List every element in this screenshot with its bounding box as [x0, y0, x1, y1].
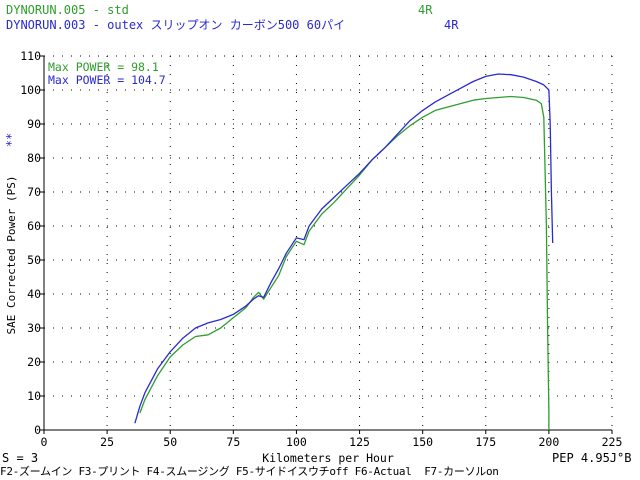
function-key-bar: F2-ズームイン F3-プリント F4-スムージング F5-サイドイスウチoff…	[0, 465, 499, 478]
y-tick-label: 0	[34, 423, 41, 437]
run2-title: DYNORUN.003 - outex スリップオン カーボン500 60パイ	[6, 18, 346, 32]
y-tick-label: 30	[27, 321, 41, 335]
y-tick-label: 10	[27, 389, 41, 403]
x-axis-label: Kilometers per Hour	[262, 451, 394, 465]
y-tick-label: 80	[27, 151, 41, 165]
series	[134, 73, 554, 430]
smoothing-status: S = 3	[2, 451, 39, 465]
x-tick-label: 75	[226, 435, 240, 449]
grid	[44, 55, 613, 430]
max-power-run2-label: Max POWER = 104.7	[48, 73, 166, 87]
x-tick-label: 0	[41, 435, 48, 449]
power-curve-run-1	[139, 95, 550, 430]
side-marker: **	[4, 133, 18, 147]
x-tick-label: 125	[349, 435, 370, 449]
run1-title: DYNORUN.005 - std	[6, 3, 129, 17]
y-tick-label: 20	[27, 355, 41, 369]
y-tick-label: 40	[27, 287, 41, 301]
x-tick-label: 50	[163, 435, 177, 449]
y-tick-label: 70	[27, 185, 41, 199]
run2-gear: 4R	[444, 18, 459, 32]
y-tick-label: 100	[20, 83, 41, 97]
y-tick-label: 110	[20, 49, 41, 63]
run1-gear: 4R	[418, 3, 433, 17]
power-curve-run-2	[134, 73, 554, 424]
x-tick-label: 225	[602, 435, 623, 449]
max-power-run1-label: Max POWER = 98.1	[48, 60, 159, 74]
axes	[43, 56, 612, 431]
y-axis-label: SAE Corrected Power (PS)	[5, 176, 18, 335]
x-tick-label: 100	[286, 435, 307, 449]
x-tick-label: 200	[538, 435, 559, 449]
x-tick-label: 175	[475, 435, 496, 449]
y-tick-labels: 0 10 20 30 40 50 60 70 80 90 100 110	[20, 49, 44, 437]
x-tick-labels: 0 25 50 75 100 125 150 175 200 225	[41, 430, 623, 449]
y-tick-label: 60	[27, 219, 41, 233]
y-tick-label: 90	[27, 117, 41, 131]
y-tick-label: 50	[27, 253, 41, 267]
pep-status: PEP 4.95J°B	[552, 451, 632, 465]
x-tick-label: 150	[412, 435, 433, 449]
x-tick-label: 25	[100, 435, 114, 449]
